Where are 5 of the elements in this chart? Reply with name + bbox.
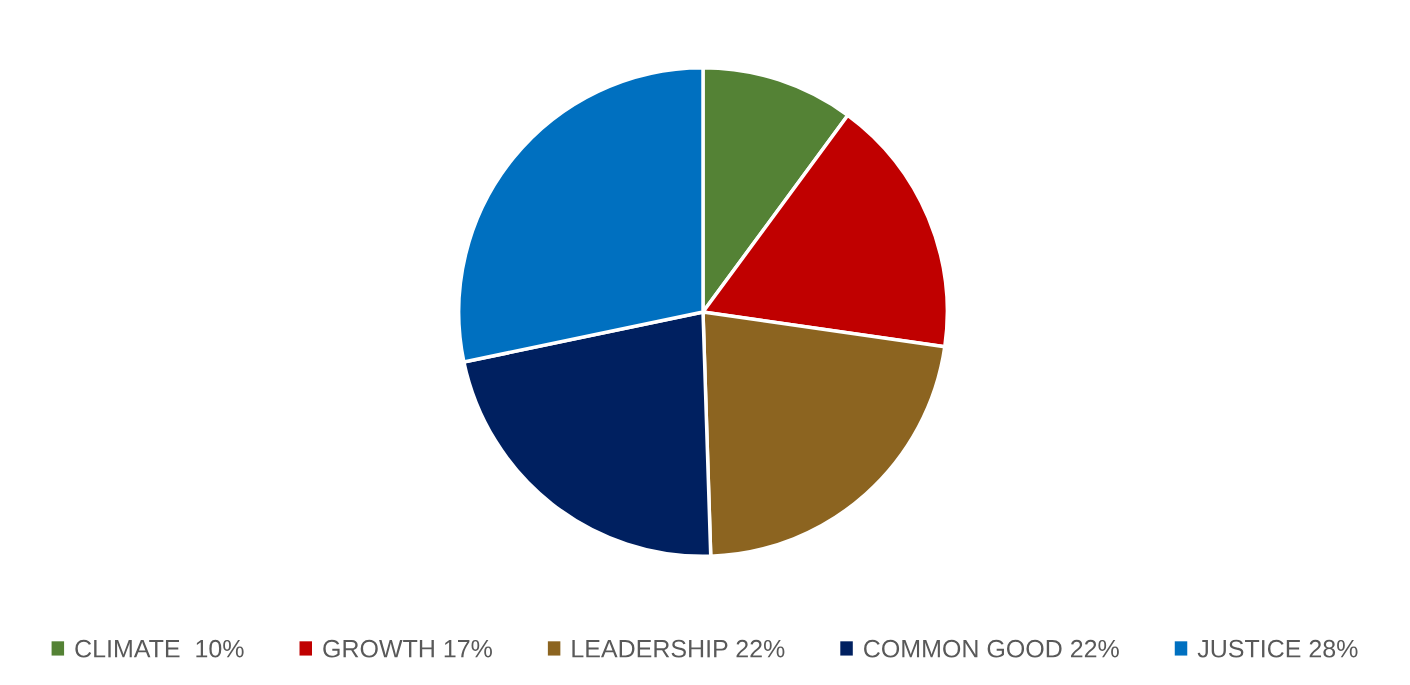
legend-label: LEADERSHIP 22% <box>572 639 785 658</box>
legend-label: GROWTH 17% <box>323 639 492 658</box>
legend-label: COMMON GOOD 22% <box>864 639 1119 658</box>
legend-label: CLIMATE 10% <box>75 639 244 658</box>
legend-label: JUSTICE 28% <box>1197 639 1358 658</box>
